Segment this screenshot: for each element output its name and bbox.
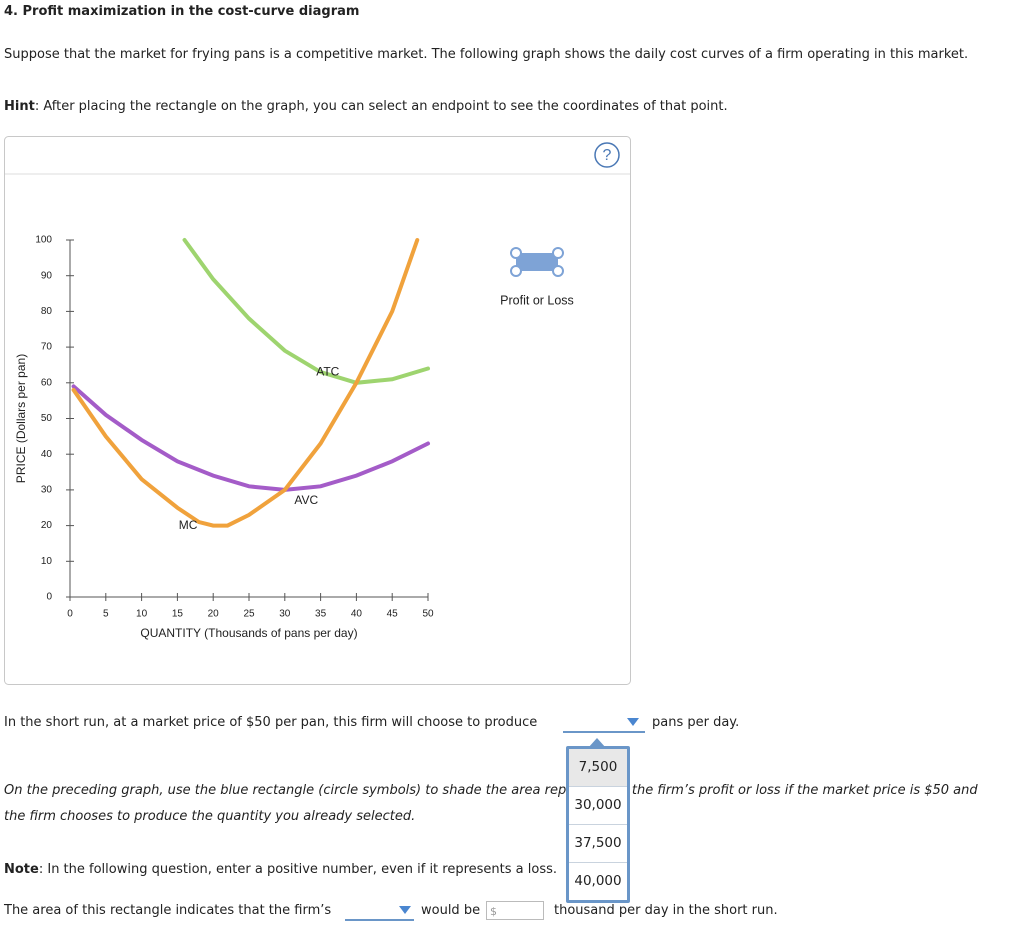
intro: Suppose that the market for frying pans … [4, 47, 969, 62]
dropdown-option[interactable]: 37,500 [569, 825, 627, 863]
x-tick-label: 50 [422, 609, 434, 620]
question-1-unit: pans per day. [652, 715, 740, 730]
dropdown[interactable] [563, 731, 645, 733]
hint: Hint: After placing the rectangle on the… [4, 99, 728, 114]
y-tick-label: 70 [41, 342, 53, 353]
cost-curve [182, 238, 430, 385]
tool-handle[interactable] [552, 265, 564, 277]
cost-curve [71, 238, 420, 528]
tool-label: Profit or Loss [500, 293, 574, 307]
y-tick-label: 90 [41, 270, 53, 281]
profit-tool[interactable] [510, 247, 564, 277]
question-2-middle: would be [421, 903, 481, 918]
question-2-unit: thousand per day in the short run. [554, 903, 778, 918]
dropdown-option[interactable]: 40,000 [574, 873, 622, 889]
tool-handle[interactable] [510, 247, 522, 259]
dropdown-arrow[interactable] [398, 905, 412, 915]
y-tick-label: 30 [41, 485, 53, 496]
curve-label: ATC [316, 364, 339, 378]
x-tick-label: 20 [208, 609, 220, 620]
y-tick-label: 100 [35, 235, 52, 246]
hint-label: Hint [4, 99, 35, 114]
x-tick-label: 30 [279, 609, 291, 620]
y-tick-label: 40 [41, 449, 53, 460]
curve-label: AVC [294, 493, 318, 507]
hint-text: : After placing the rectangle on the gra… [34, 99, 728, 114]
popup-pointer [588, 738, 606, 748]
x-tick-label: 5 [103, 609, 109, 620]
dropdown-option[interactable]: 30,000 [569, 787, 627, 825]
graph-frame [4, 136, 631, 685]
title: 4. Profit maximization in the cost-curve… [4, 4, 360, 19]
x-tick-label: 15 [172, 609, 184, 620]
dropdown-option[interactable]: 7,500 [569, 749, 627, 787]
y-tick-label: 80 [41, 306, 53, 317]
y-axis-label: PRICE (Dollars per pan) [14, 354, 28, 483]
x-tick-label: 0 [67, 609, 73, 620]
note-text: : In the following question, enter a pos… [38, 862, 558, 877]
instruction: the firm chooses to produce the quantity… [4, 809, 416, 824]
help-button[interactable] [594, 142, 620, 168]
question-2: The area of this rectangle indicates tha… [4, 903, 332, 918]
question-1: In the short run, at a market price of $… [4, 715, 538, 730]
x-tick-label: 40 [351, 609, 363, 620]
x-axis-label: QUANTITY (Thousands of pans per day) [140, 626, 357, 640]
x-tick-label: 25 [243, 609, 255, 620]
x-tick-label: 45 [387, 609, 399, 620]
tool-rectangle[interactable] [516, 253, 558, 271]
curve-label: MC [179, 518, 198, 532]
x-tick-label: 10 [136, 609, 148, 620]
help-icon[interactable]: ? [603, 147, 612, 164]
money-input[interactable]: $ [486, 901, 544, 920]
dropdown[interactable] [345, 919, 414, 921]
tool-handle[interactable] [552, 247, 564, 259]
x-tick-label: 35 [315, 609, 327, 620]
y-tick-label: 60 [41, 377, 53, 388]
dropdown-arrow[interactable] [626, 717, 640, 727]
cost-curve [71, 384, 430, 492]
note: Note: In the following question, enter a… [4, 862, 557, 877]
y-tick-label: 20 [41, 520, 53, 531]
tool-handle[interactable] [510, 265, 522, 277]
y-tick-label: 50 [41, 413, 53, 424]
dropdown-menu: 7,500 30,000 37,500 40,000 [566, 746, 630, 903]
instruction: On the preceding graph, use the blue rec… [4, 783, 978, 798]
y-tick-label: 10 [41, 556, 53, 567]
note-label: Note [4, 862, 39, 877]
y-tick-label: 0 [46, 592, 52, 603]
